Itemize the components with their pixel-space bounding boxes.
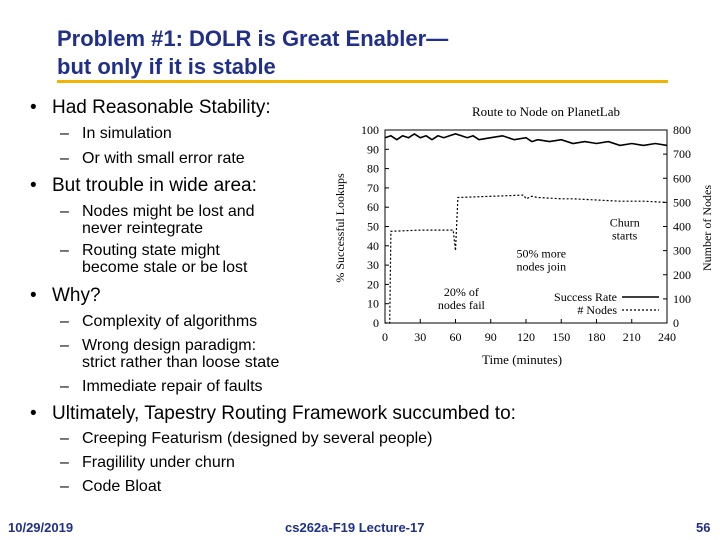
chart-title: Route to Node on PlanetLab	[472, 104, 620, 119]
slide-title: Problem #1: DOLR is Great Enabler— but o…	[57, 25, 657, 81]
y-right-tick-label: 700	[673, 147, 691, 161]
sub-bullet-text: Code Bloat	[82, 478, 162, 495]
sub-bullet-text: Complexity of algorithms	[82, 313, 258, 330]
sub-bullet-text: Nodes might be lost and	[82, 203, 255, 220]
bullet-3: • Why?	[30, 285, 101, 307]
y-axis-label-left: % Successful Lookups	[333, 173, 347, 283]
y-right-tick-label: 0	[673, 316, 679, 330]
y-left-tick-label: 40	[367, 239, 379, 253]
bullet-2: • But trouble in wide area:	[30, 175, 257, 197]
sub-bullet-text: Or with small error rate	[82, 150, 245, 167]
dash-icon: –	[60, 378, 69, 395]
annotation-label: 50% more	[516, 246, 566, 260]
y-axis-label-right: Number of Nodes	[700, 185, 714, 271]
dash-icon: –	[60, 478, 69, 495]
x-tick-label: 180	[588, 330, 606, 344]
annotation-label: nodes join	[516, 259, 566, 273]
y-left-tick-label: 30	[367, 258, 379, 272]
x-tick-label: 90	[485, 330, 497, 344]
bullet-dot: •	[30, 403, 37, 424]
x-tick-label: 150	[552, 330, 570, 344]
series-line-node-count	[385, 194, 668, 324]
y-left-tick-label: 10	[367, 297, 379, 311]
footer-course: cs262a-F19 Lecture-17	[285, 520, 425, 535]
dash-icon: –	[60, 313, 69, 330]
bullet-4-text: Ultimately, Tapestry Routing Framework s…	[52, 403, 516, 424]
sub-bullet-text: In simulation	[82, 125, 172, 142]
y-right-tick-label: 800	[673, 123, 691, 137]
y-right-tick-label: 400	[673, 220, 691, 234]
sub-bullet-text: Creeping Featurism (designed by several …	[82, 430, 433, 447]
series-line-success-rate	[384, 132, 668, 147]
bullet-dot: •	[30, 97, 37, 118]
y-left-tick-label: 50	[367, 220, 379, 234]
x-tick-label: 30	[414, 330, 426, 344]
x-tick-label: 240	[658, 330, 676, 344]
annotation-label: starts	[612, 229, 638, 243]
y-left-tick-label: 60	[367, 200, 379, 214]
bullet-1: • Had Reasonable Stability:	[30, 97, 271, 119]
bullet-4: • Ultimately, Tapestry Routing Framework …	[30, 403, 516, 425]
y-right-tick-label: 200	[673, 268, 691, 282]
bullet-2-text: But trouble in wide area:	[52, 175, 257, 196]
annotation-label: nodes fail	[438, 298, 486, 312]
dash-icon: –	[60, 125, 69, 142]
dash-icon: –	[60, 203, 69, 220]
title-underline	[57, 80, 668, 83]
x-tick-label: 0	[382, 330, 388, 344]
sub-bullet-text: Immediate repair of faults	[82, 378, 263, 395]
y-left-tick-label: 20	[367, 277, 379, 291]
sub-bullet-text: Routing state might	[82, 242, 220, 259]
dash-icon: –	[60, 242, 69, 259]
y-left-tick-label: 70	[367, 181, 379, 195]
annotation-label: 20% of	[444, 285, 479, 299]
sub-bullet-text: Fragilility under churn	[82, 454, 235, 471]
y-right-tick-label: 600	[673, 171, 691, 185]
dash-icon: –	[60, 337, 69, 354]
sub-bullet-text-cont: become stale or be lost	[82, 259, 248, 276]
y-left-tick-label: 90	[367, 142, 379, 156]
sub-bullet-text-cont: never reintegrate	[82, 220, 203, 237]
y-right-tick-label: 500	[673, 195, 691, 209]
legend-label: Success Rate	[554, 290, 617, 304]
dash-icon: –	[60, 454, 69, 471]
footer-page-number: 56	[696, 520, 711, 535]
bullet-dot: •	[30, 285, 37, 306]
bullet-1-text: Had Reasonable Stability:	[52, 97, 271, 118]
y-left-tick-label: 0	[373, 316, 379, 330]
y-right-tick-label: 300	[673, 244, 691, 258]
dash-icon: –	[60, 430, 69, 447]
planetlab-chart: Route to Node on PlanetLab 0 30 60 90 120 150…	[333, 104, 714, 367]
sub-bullet-text-cont: strict rather than loose state	[82, 354, 280, 371]
bullet-3-text: Why?	[52, 285, 101, 306]
dash-icon: –	[60, 150, 69, 167]
x-tick-label: 120	[517, 330, 535, 344]
bullet-dot: •	[30, 175, 37, 196]
y-left-tick-label: 100	[361, 123, 379, 137]
y-left-tick-label: 80	[367, 162, 379, 176]
sub-bullet-text: Wrong design paradigm:	[82, 337, 257, 354]
x-tick-label: 60	[450, 330, 462, 344]
y-right-tick-label: 100	[673, 292, 691, 306]
annotation-label: Churn	[610, 216, 640, 230]
title-line-1: Problem #1: DOLR is Great Enabler—	[57, 26, 449, 51]
x-tick-label: 210	[623, 330, 641, 344]
title-line-2: but only if it is stable	[57, 54, 276, 79]
legend-label: # Nodes	[577, 303, 617, 317]
footer-date: 10/29/2019	[8, 520, 74, 535]
x-axis-label: Time (minutes)	[482, 352, 562, 367]
